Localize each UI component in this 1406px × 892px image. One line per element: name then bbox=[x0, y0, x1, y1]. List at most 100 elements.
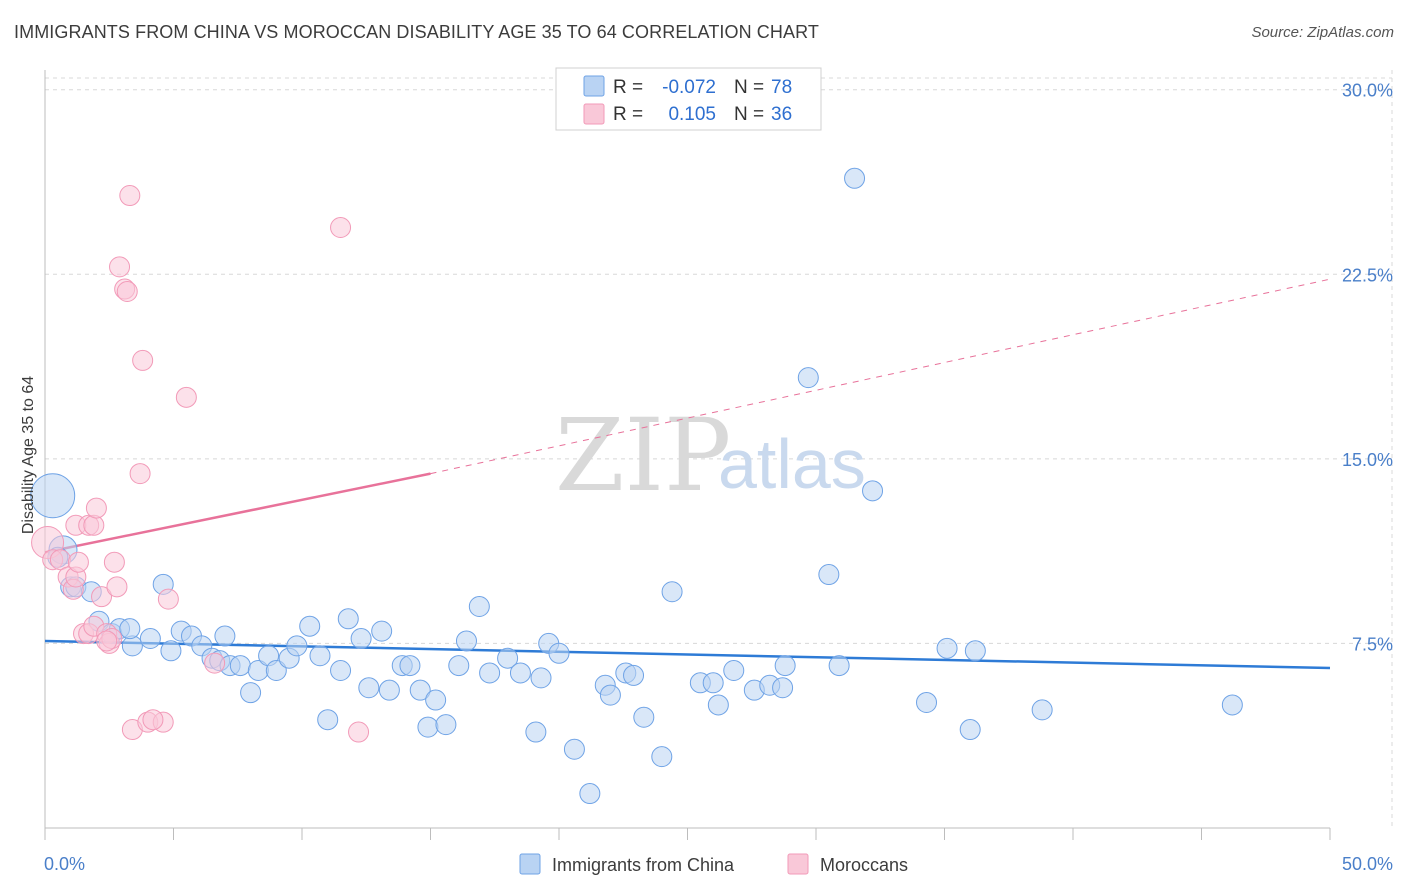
china-point bbox=[378, 679, 400, 701]
china-point bbox=[214, 625, 236, 647]
china-point bbox=[525, 721, 547, 743]
stats-r-value: -0.072 bbox=[662, 77, 716, 98]
china-point bbox=[599, 684, 621, 706]
china-point bbox=[265, 659, 287, 681]
china-point bbox=[818, 564, 840, 586]
watermark-atlas: atlas bbox=[718, 425, 866, 503]
moroccan-point bbox=[175, 386, 197, 408]
china-point bbox=[563, 738, 585, 760]
moroccan-point bbox=[109, 256, 131, 278]
china-point bbox=[936, 637, 958, 659]
y-tick-label: 30.0% bbox=[1342, 81, 1393, 101]
china-point bbox=[286, 635, 308, 657]
chart-title: IMMIGRANTS FROM CHINA VS MOROCCAN DISABI… bbox=[14, 22, 819, 42]
china-point bbox=[240, 682, 262, 704]
moroccan-point bbox=[103, 551, 125, 573]
china-point bbox=[417, 716, 439, 738]
stats-r-value: 0.105 bbox=[668, 104, 716, 125]
source-label: Source: ZipAtlas.com bbox=[1251, 24, 1394, 41]
moroccan-point bbox=[204, 652, 226, 674]
moroccan-point bbox=[348, 721, 370, 743]
legend-swatch-china bbox=[519, 853, 541, 875]
china-point bbox=[707, 694, 729, 716]
china-point bbox=[1031, 699, 1053, 721]
stats-n-label: N = bbox=[734, 77, 764, 98]
china-point bbox=[455, 630, 477, 652]
watermark-zip: ZIP bbox=[555, 397, 731, 514]
moroccan-point bbox=[67, 551, 89, 573]
moroccan-point bbox=[157, 588, 179, 610]
china-point bbox=[772, 677, 794, 699]
china-point bbox=[723, 659, 745, 681]
stats-r-label: R = bbox=[613, 77, 643, 98]
x-tick-label: 0.0% bbox=[44, 854, 85, 874]
china-point bbox=[548, 642, 570, 664]
moroccan-point bbox=[116, 280, 138, 302]
china-point bbox=[844, 167, 866, 189]
y-axis-label: Disability Age 35 to 64 bbox=[20, 376, 37, 534]
moroccan-point bbox=[106, 576, 128, 598]
trend-lines bbox=[44, 278, 1331, 670]
moroccan-trend-line bbox=[44, 472, 431, 554]
china-point bbox=[160, 640, 182, 662]
china-point bbox=[774, 655, 796, 677]
china-point bbox=[959, 719, 981, 741]
stats-r-label: R = bbox=[613, 104, 643, 125]
china-point bbox=[633, 706, 655, 728]
china-point bbox=[317, 709, 339, 731]
stats-legend: R = -0.072 N = 78 R = 0.105 N = 36 bbox=[555, 67, 822, 131]
y-tick-labels: 7.5% 15.0% 22.5% 30.0% bbox=[1342, 81, 1393, 655]
moroccan-point bbox=[129, 463, 151, 485]
china-point bbox=[435, 714, 457, 736]
china-point bbox=[468, 596, 490, 618]
china-point bbox=[1221, 694, 1243, 716]
moroccan-point bbox=[330, 217, 352, 239]
watermark: ZIP atlas bbox=[555, 397, 866, 514]
moroccan-point bbox=[96, 630, 118, 652]
legend-label-china: Immigrants from China bbox=[552, 855, 735, 875]
china-point bbox=[702, 672, 724, 694]
china-point bbox=[828, 655, 850, 677]
stats-n-label: N = bbox=[734, 104, 764, 125]
moroccan-point bbox=[83, 514, 105, 536]
x-tick-labels: 0.0% 50.0% bbox=[44, 854, 1393, 874]
china-point bbox=[448, 655, 470, 677]
china-point bbox=[121, 635, 143, 657]
china-point bbox=[530, 667, 552, 689]
china-trend-line bbox=[44, 639, 1331, 670]
legend-swatch-moroccans bbox=[787, 853, 809, 875]
china-point bbox=[497, 647, 519, 669]
x-tick-label: 50.0% bbox=[1342, 854, 1393, 874]
stats-n-value: 36 bbox=[771, 104, 792, 125]
stats-swatch-pink bbox=[583, 103, 605, 125]
stats-swatch-blue bbox=[583, 75, 605, 97]
axes bbox=[44, 70, 1331, 840]
data-points bbox=[30, 167, 1243, 805]
china-point bbox=[229, 655, 251, 677]
moroccan-point bbox=[91, 586, 113, 608]
china-point bbox=[119, 618, 141, 640]
stats-n-value: 78 bbox=[771, 77, 792, 98]
y-tick-label: 7.5% bbox=[1352, 634, 1393, 654]
china-point bbox=[425, 689, 447, 711]
china-point bbox=[409, 679, 431, 701]
china-point bbox=[862, 480, 884, 502]
china-point bbox=[623, 664, 645, 686]
moroccan-point bbox=[119, 185, 141, 207]
china-point bbox=[358, 677, 380, 699]
china-point bbox=[479, 662, 501, 684]
china-point bbox=[916, 691, 938, 713]
china-point bbox=[309, 645, 331, 667]
china-point bbox=[350, 628, 372, 649]
china-point bbox=[579, 783, 601, 805]
china-point bbox=[299, 615, 321, 637]
legend-label-moroccans: Moroccans bbox=[820, 855, 908, 875]
grid-lines bbox=[45, 70, 1393, 828]
china-point bbox=[30, 473, 76, 519]
china-point bbox=[797, 367, 819, 389]
moroccan-point bbox=[85, 497, 107, 519]
china-point bbox=[399, 655, 421, 677]
china-point bbox=[139, 628, 161, 649]
moroccan-point bbox=[132, 349, 154, 371]
